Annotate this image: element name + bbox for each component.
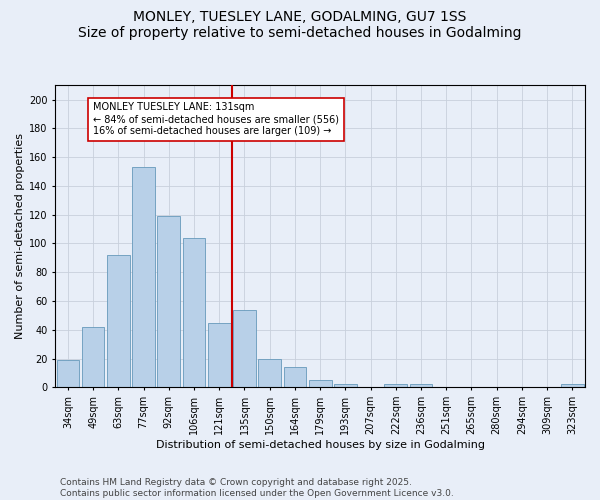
Bar [334, 384, 357, 388]
Text: MONLEY, TUESLEY LANE, GODALMING, GU7 1SS
Size of property relative to semi-detac: MONLEY, TUESLEY LANE, GODALMING, GU7 1SS… [78, 10, 522, 40]
Bar [107, 255, 130, 388]
X-axis label: Distribution of semi-detached houses by size in Godalming: Distribution of semi-detached houses by … [155, 440, 485, 450]
Bar [259, 358, 281, 388]
Text: MONLEY TUESLEY LANE: 131sqm
← 84% of semi-detached houses are smaller (556)
16% : MONLEY TUESLEY LANE: 131sqm ← 84% of sem… [93, 102, 339, 136]
Text: Contains HM Land Registry data © Crown copyright and database right 2025.
Contai: Contains HM Land Registry data © Crown c… [60, 478, 454, 498]
Bar [410, 384, 433, 388]
Bar [208, 322, 230, 388]
Bar [561, 384, 584, 388]
Bar [233, 310, 256, 388]
Bar [309, 380, 332, 388]
Bar [82, 327, 104, 388]
Bar [157, 216, 180, 388]
Bar [56, 360, 79, 388]
Bar [284, 367, 306, 388]
Bar [182, 238, 205, 388]
Bar [132, 167, 155, 388]
Y-axis label: Number of semi-detached properties: Number of semi-detached properties [15, 134, 25, 340]
Bar [385, 384, 407, 388]
